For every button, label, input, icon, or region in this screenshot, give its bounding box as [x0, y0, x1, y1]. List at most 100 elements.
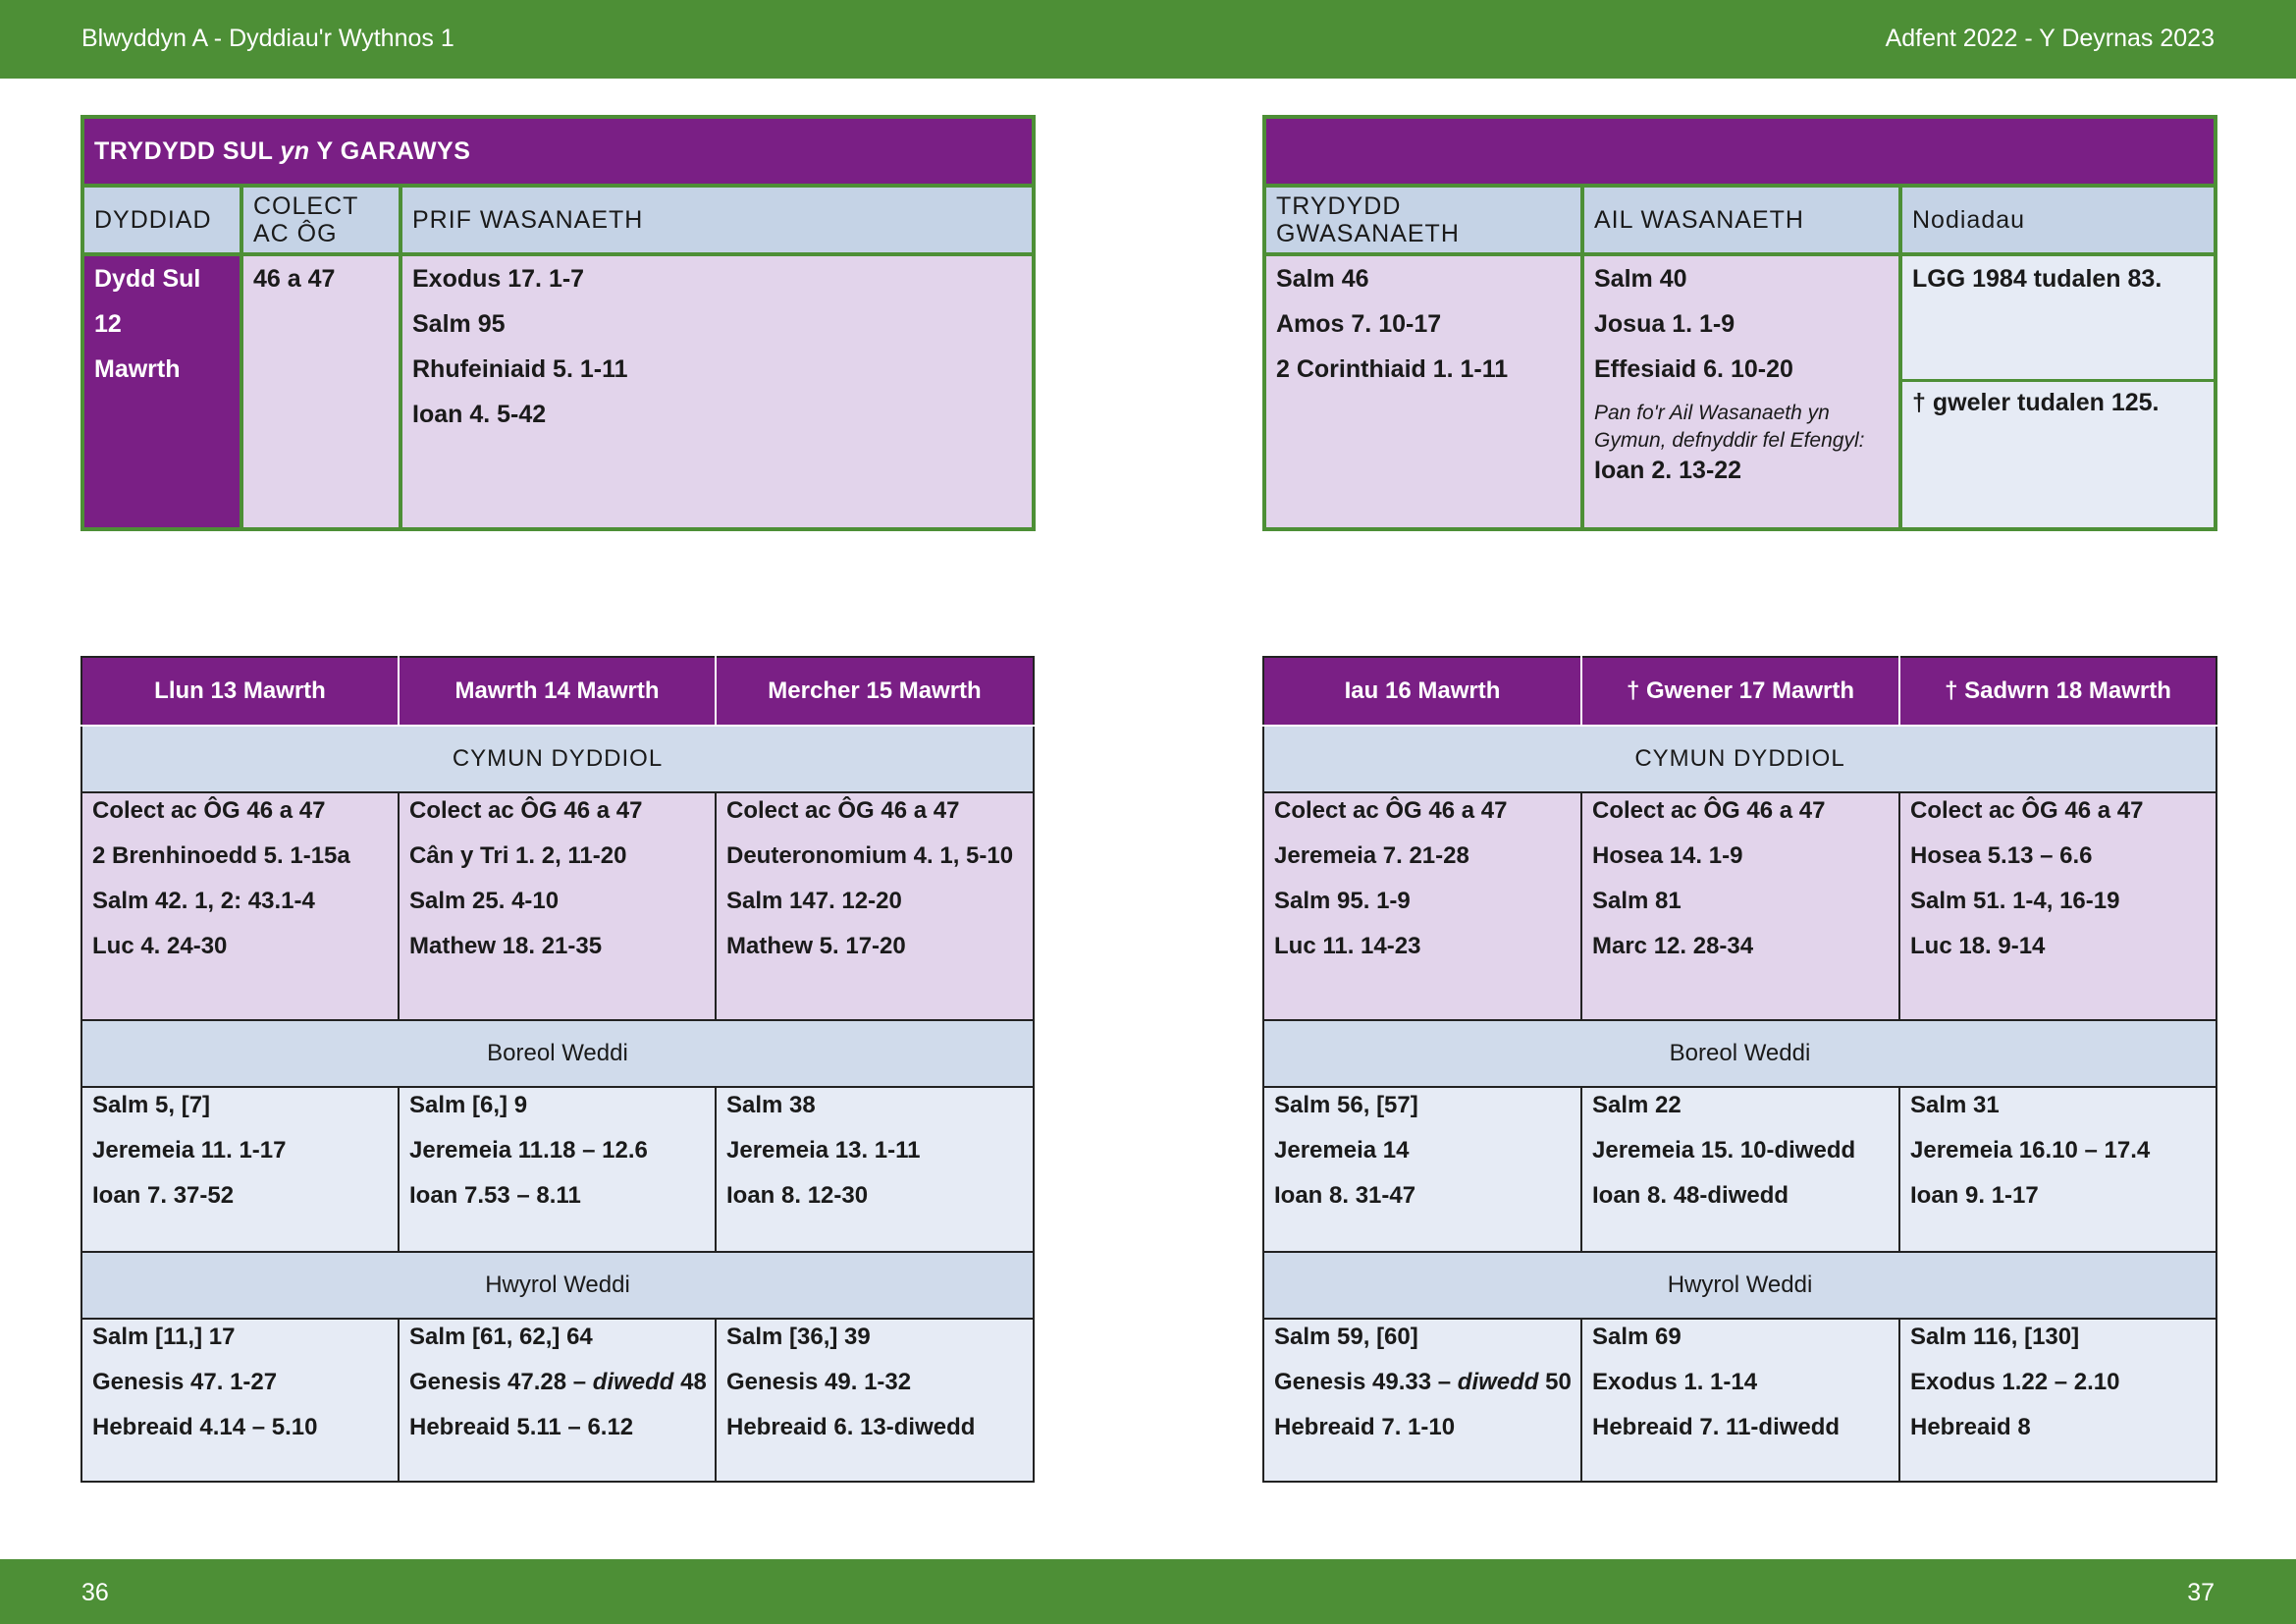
reading: Ioan 4. 5-42 [412, 401, 547, 428]
sunday-title-part: Y GARAWYS [309, 136, 471, 165]
header-left-text: Blwyddyn A - Dyddiau'r Wythnos 1 [81, 25, 454, 52]
reading: Ioan 8. 48-diwedd [1592, 1182, 1789, 1209]
reading: Colect ac ÔG 46 a 47 [726, 797, 960, 824]
column-header-second-service: AIL WASANAETH [1580, 184, 1902, 256]
reading: Josua 1. 1-9 [1594, 310, 1735, 338]
reading: Jeremeia 14 [1274, 1137, 1410, 1164]
note-text: LGG 1984 tudalen 83. [1912, 265, 2163, 293]
services-title [1262, 115, 2217, 188]
reading: Colect ac ÔG 46 a 47 [1274, 797, 1508, 824]
reading: Mathew 18. 21-35 [409, 933, 603, 959]
reading: Salm [61, 62,] 64 [409, 1324, 593, 1350]
boreol-cell: Salm 31 Jeremeia 16.10 – 17.4 Ioan 9. 1-… [1898, 1086, 2217, 1253]
reading: Genesis 49. 1-32 [726, 1369, 912, 1395]
hwyrol-cell: Salm [36,] 39 Genesis 49. 1-32 Hebreaid … [715, 1318, 1035, 1483]
section-header-cymun: CYMUN DYDDIOL [1262, 725, 2217, 793]
reading: Salm 147. 12-20 [726, 888, 902, 914]
section-header-boreol: Boreol Weddi [1262, 1019, 2217, 1088]
sunday-table: TRYDYDD SUL yn Y GARAWYS DYDDIAD COLECT … [80, 115, 1036, 531]
reading: Cân y Tri 1. 2, 11-20 [409, 842, 627, 869]
hwyrol-cell: Salm 69 Exodus 1. 1-14 Hebreaid 7. 11-di… [1580, 1318, 1900, 1483]
reading: Rhufeiniaid 5. 1-11 [412, 355, 628, 383]
reading: Salm 69 [1592, 1324, 1682, 1350]
page-number-left: 36 [81, 1579, 109, 1606]
reading: Salm 40 [1594, 265, 1687, 293]
services-table: TRYDYDD GWASANAETH AIL WASANAETH Nodiada… [1262, 115, 2217, 531]
collect-value: 46 a 47 [253, 265, 336, 293]
reading: Salm 95. 1-9 [1274, 888, 1411, 914]
reading: Salm [11,] 17 [92, 1324, 236, 1350]
hwyrol-cell: Salm [11,] 17 Genesis 47. 1-27 Hebreaid … [80, 1318, 400, 1483]
reading: Ioan 7. 37-52 [92, 1182, 235, 1209]
section-header-boreol: Boreol Weddi [80, 1019, 1035, 1088]
reading: Ioan 7.53 – 8.11 [409, 1182, 581, 1209]
reading: Ioan 8. 31-47 [1274, 1182, 1416, 1209]
day-header: Iau 16 Mawrth [1262, 656, 1582, 727]
reading: Jeremeia 15. 10-diwedd [1592, 1137, 1856, 1164]
reading: Jeremeia 16.10 – 17.4 [1910, 1137, 2151, 1164]
hwyrol-cell: Salm 116, [130] Exodus 1.22 – 2.10 Hebre… [1898, 1318, 2217, 1483]
column-header-notes: Nodiadau [1898, 184, 2217, 256]
reading: Salm 25. 4-10 [409, 888, 560, 914]
header-right-text: Adfent 2022 - Y Deyrnas 2023 [1885, 25, 2215, 52]
reading: Salm 59, [60] [1274, 1324, 1418, 1350]
cymun-cell: Colect ac ÔG 46 a 47 Hosea 5.13 – 6.6 Sa… [1898, 791, 2217, 1021]
section-header-hwyrol: Hwyrol Weddi [80, 1251, 1035, 1320]
reading: Exodus 1.22 – 2.10 [1910, 1369, 2120, 1395]
boreol-cell: Salm [6,] 9 Jeremeia 11.18 – 12.6 Ioan 7… [398, 1086, 717, 1253]
reading: Hebreaid 6. 13-diwedd [726, 1414, 976, 1440]
cymun-cell: Colect ac ÔG 46 a 47 Cân y Tri 1. 2, 11-… [398, 791, 717, 1021]
reading: Mathew 5. 17-20 [726, 933, 906, 959]
note-item: † gweler tudalen 125. [1912, 382, 2204, 431]
notes-cell: LGG 1984 tudalen 83. † gweler tudalen 12… [1898, 252, 2217, 531]
reading: Salm 46 [1276, 265, 1369, 293]
reading: Luc 11. 14-23 [1274, 933, 1421, 959]
reading: Salm 31 [1910, 1092, 2000, 1118]
cymun-cell: Colect ac ÔG 46 a 47 Jeremeia 7. 21-28 S… [1262, 791, 1582, 1021]
day-header: Mercher 15 Mawrth [715, 656, 1035, 727]
day-header: Mawrth 14 Mawrth [398, 656, 717, 727]
reading: Ioan 9. 1-17 [1910, 1182, 2039, 1209]
cymun-cell: Colect ac ÔG 46 a 47 Hosea 14. 1-9 Salm … [1580, 791, 1900, 1021]
reading: Colect ac ÔG 46 a 47 [409, 797, 643, 824]
column-header-main-service: PRIF WASANAETH [399, 184, 1036, 256]
reading: Colect ac ÔG 46 a 47 [92, 797, 326, 824]
reading: Genesis 47.28 – diwedd 48 [409, 1367, 707, 1412]
hwyrol-cell: Salm 59, [60] Genesis 49.33 – diwedd 50 … [1262, 1318, 1582, 1483]
reading: Salm 56, [57] [1274, 1092, 1418, 1118]
reading-part: Genesis 47.28 – [409, 1369, 593, 1395]
reading: Ioan 8. 12-30 [726, 1182, 869, 1209]
reading: Hebreaid 4.14 – 5.10 [92, 1414, 318, 1440]
second-service-note: Pan fo'r Ail Wasanaeth yn Gymun, defnydd… [1594, 402, 1865, 452]
reading: Salm 116, [130] [1910, 1324, 2080, 1350]
reading: Colect ac ÔG 46 a 47 [1910, 797, 2144, 824]
page-number-right: 37 [2187, 1579, 2215, 1606]
reading: Hebreaid 8 [1910, 1414, 2031, 1440]
reading: Hebreaid 7. 1-10 [1274, 1414, 1456, 1440]
reading: Jeremeia 7. 21-28 [1274, 842, 1469, 869]
reading: Salm 81 [1592, 888, 1682, 914]
day-header: † Gwener 17 Mawrth [1580, 656, 1900, 727]
reading: Marc 12. 28-34 [1592, 933, 1754, 959]
reading: Effesiaid 6. 10-20 [1594, 355, 1793, 383]
note-item: LGG 1984 tudalen 83. [1902, 256, 2214, 382]
reading: Colect ac ÔG 46 a 47 [1592, 797, 1826, 824]
reading: Genesis 49.33 – diwedd 50 [1274, 1367, 1572, 1412]
reading-part: 50 [1538, 1369, 1572, 1395]
reading: Hosea 14. 1-9 [1592, 842, 1743, 869]
reading: Jeremeia 11.18 – 12.6 [409, 1137, 648, 1164]
date-line: Mawrth [94, 355, 181, 383]
note-text: † gweler tudalen 125. [1912, 389, 2160, 416]
reading: Salm 42. 1, 2: 43.1-4 [92, 888, 315, 914]
reading-part: 48 [673, 1369, 707, 1395]
second-service-cell: Salm 40 Josua 1. 1-9 Effesiaid 6. 10-20 … [1580, 252, 1902, 531]
cymun-cell: Colect ac ÔG 46 a 47 Deuteronomium 4. 1,… [715, 791, 1035, 1021]
reading: Luc 18. 9-14 [1910, 933, 2046, 959]
reading: Salm [6,] 9 [409, 1092, 528, 1118]
day-header: Llun 13 Mawrth [80, 656, 400, 727]
reading-part: Genesis 49.33 – [1274, 1369, 1458, 1395]
sunday-title-italic: yn [280, 136, 310, 165]
reading: Exodus 17. 1-7 [412, 265, 585, 293]
weekday-table-left: Llun 13 Mawrth Mawrth 14 Mawrth Mercher … [80, 656, 1035, 1483]
reading: Salm 95 [412, 310, 506, 338]
